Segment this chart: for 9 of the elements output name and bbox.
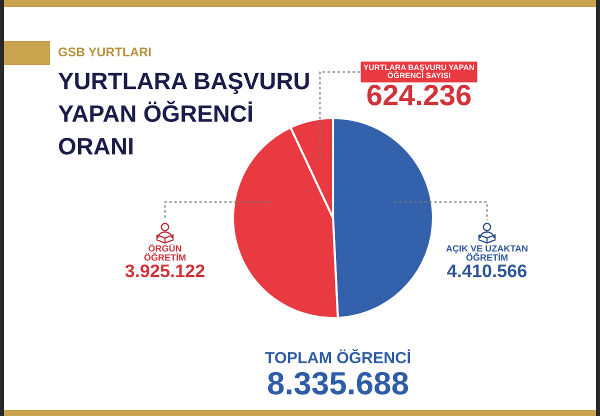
text: 8.335.688: [268, 372, 408, 395]
data-label: 4.410.566: [447, 264, 527, 278]
data-label: 624.236: [367, 84, 471, 106]
slice-label: AÇIK VE UZAKTAN ÖĞRETİM: [446, 245, 528, 261]
slice-label: ÖRGÜN ÖĞRETİM: [144, 244, 186, 261]
text: GSB YURTLARI: [58, 48, 151, 56]
text: TOPLAM ÖĞRENCİ: [265, 349, 410, 364]
text: YURTLARA BAŞVURU YAPAN ÖĞRENCİ ORANI: [58, 72, 309, 155]
data-label: 3.925.122: [125, 264, 204, 278]
